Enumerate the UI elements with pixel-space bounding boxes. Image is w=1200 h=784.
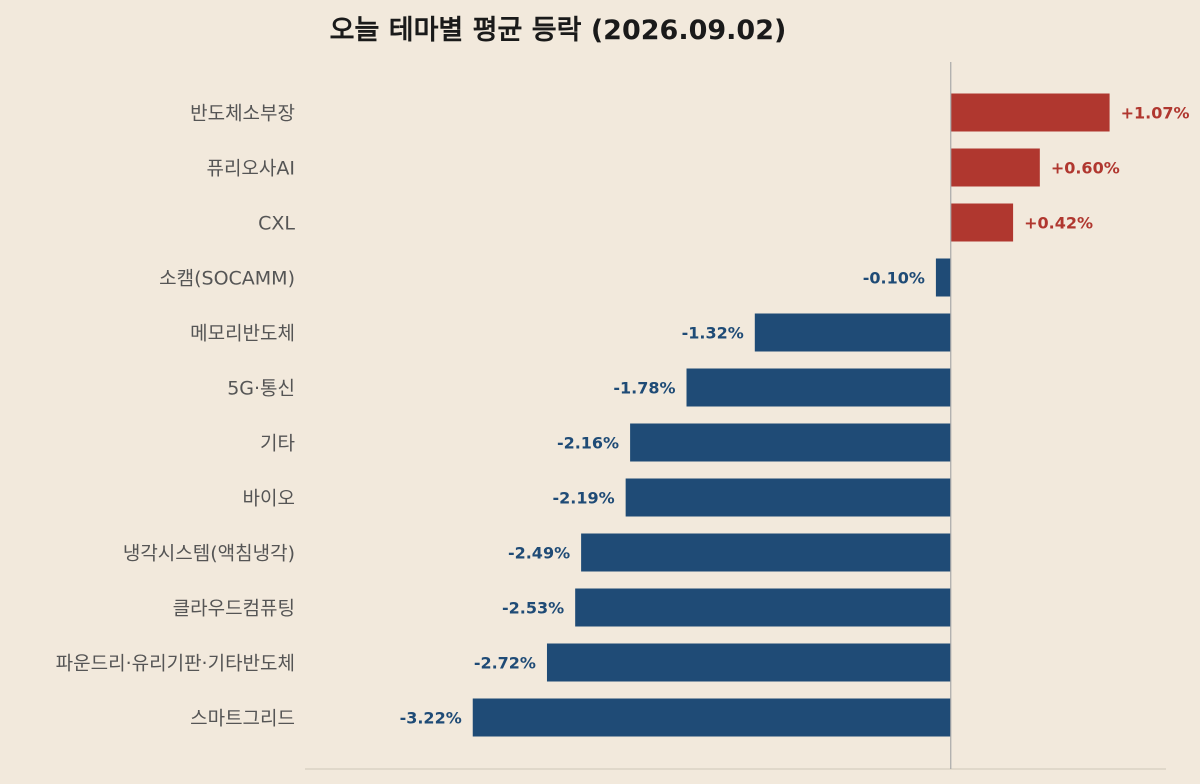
- bar: [575, 588, 951, 627]
- category-label: 파운드리·유리기판·기타반도체: [56, 653, 295, 675]
- value-label: -2.16%: [557, 434, 619, 453]
- category-label: 스마트그리드: [190, 708, 295, 730]
- bar: [630, 423, 951, 462]
- category-label: 메모리반도체: [190, 323, 295, 345]
- bar: [950, 148, 1040, 187]
- category-label: 바이오: [243, 488, 295, 510]
- value-label: -1.78%: [613, 379, 675, 398]
- bar: [581, 533, 951, 572]
- value-label: -0.10%: [863, 269, 925, 288]
- value-label: -2.19%: [552, 489, 614, 508]
- value-label: -2.49%: [508, 544, 570, 563]
- category-label: 냉각시스템(액침냉각): [123, 543, 295, 565]
- value-label: -3.22%: [400, 709, 462, 728]
- category-label: 소캠(SOCAMM): [159, 268, 295, 290]
- bar: [625, 478, 951, 517]
- bar: [950, 203, 1014, 242]
- chart-title: 오늘 테마별 평균 등락 (2026.09.02): [330, 15, 787, 46]
- bar: [935, 258, 951, 297]
- bar: [546, 643, 951, 682]
- value-label: -1.32%: [682, 324, 744, 343]
- value-label: +0.60%: [1051, 159, 1120, 178]
- bars-group: 반도체소부장 +1.07% 퓨리오사AI +0.60% CXL +0.42% 소캠(SOCA…: [56, 93, 1190, 737]
- value-label: +0.42%: [1024, 214, 1093, 233]
- category-label: 퓨리오사AI: [206, 158, 295, 180]
- value-label: -2.72%: [474, 654, 536, 673]
- category-label: 5G·통신: [227, 378, 295, 400]
- category-label: 기타: [260, 433, 295, 455]
- bar: [686, 368, 951, 407]
- bar: [950, 93, 1110, 132]
- category-label: 클라우드컴퓨팅: [173, 598, 295, 620]
- category-label: CXL: [258, 213, 295, 235]
- bar: [754, 313, 951, 352]
- category-label: 반도체소부장: [190, 103, 295, 125]
- bar: [472, 698, 951, 737]
- value-label: -2.53%: [502, 599, 564, 618]
- value-label: +1.07%: [1121, 104, 1190, 123]
